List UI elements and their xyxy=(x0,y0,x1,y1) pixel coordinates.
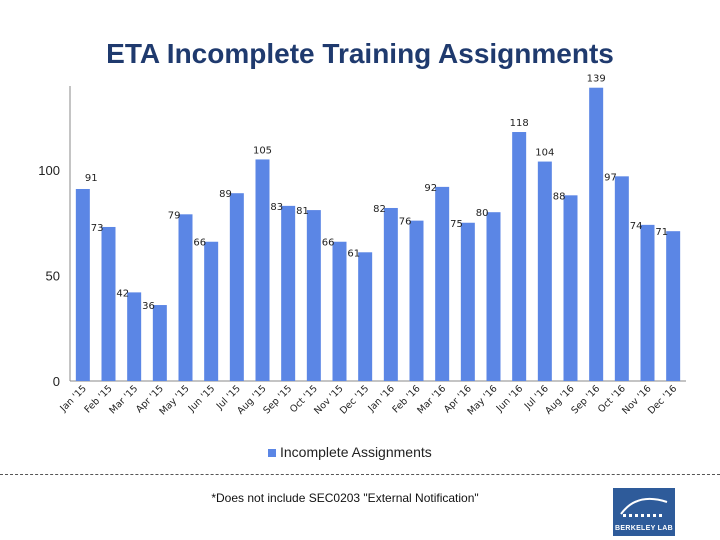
data-label: 36 xyxy=(142,301,155,312)
bar xyxy=(332,241,347,381)
bar xyxy=(383,207,398,381)
bar xyxy=(101,226,116,381)
x-tick-label: Jun '15 xyxy=(186,383,218,415)
data-label: 80 xyxy=(476,208,489,219)
bar xyxy=(435,186,450,381)
data-label: 139 xyxy=(587,74,606,85)
data-label: 66 xyxy=(322,238,335,249)
y-tick-label: 100 xyxy=(38,163,60,178)
data-label: 71 xyxy=(655,227,668,238)
bar xyxy=(486,212,501,381)
bar xyxy=(512,132,527,381)
bar xyxy=(589,87,604,382)
logo-text: BERKELEY LAB xyxy=(615,525,673,532)
data-label: 61 xyxy=(347,248,360,259)
data-label: 75 xyxy=(450,219,463,230)
data-label: 74 xyxy=(630,221,643,232)
legend: Incomplete Assignments xyxy=(268,444,432,460)
data-label: 73 xyxy=(91,223,104,234)
bar xyxy=(281,205,296,381)
x-tick-label: Dec '16 xyxy=(646,383,679,416)
data-label: 92 xyxy=(424,183,437,194)
data-label: 66 xyxy=(193,238,206,249)
bar xyxy=(460,222,475,381)
data-label: 42 xyxy=(116,288,129,299)
data-label: 81 xyxy=(296,206,309,217)
bar xyxy=(127,292,142,381)
bar xyxy=(75,188,90,381)
bar xyxy=(204,241,219,381)
x-tick-label: Dec '15 xyxy=(338,383,371,416)
bar xyxy=(666,231,681,381)
data-label: 82 xyxy=(373,204,386,215)
bar xyxy=(152,305,167,381)
data-label: 104 xyxy=(535,148,554,159)
bar xyxy=(358,252,373,381)
chart-title: ETA Incomplete Training Assignments xyxy=(106,38,614,69)
legend-label: Incomplete Assignments xyxy=(280,444,432,460)
bar xyxy=(640,224,655,381)
data-label: 89 xyxy=(219,189,232,200)
bar xyxy=(614,176,629,381)
footnote: *Does not include SEC0203 "External Noti… xyxy=(211,491,479,505)
bar xyxy=(306,210,321,381)
x-tick-label: Jun '16 xyxy=(494,383,526,415)
y-tick-label: 0 xyxy=(53,374,60,389)
x-tick-label: Sep '15 xyxy=(261,383,294,416)
data-label: 91 xyxy=(85,173,98,184)
berkeley-lab-logo: BERKELEY LAB xyxy=(613,488,675,536)
footer-divider xyxy=(0,474,720,475)
data-label: 76 xyxy=(399,217,412,228)
data-label: 79 xyxy=(168,210,181,221)
x-tick-label: Mar '15 xyxy=(107,383,140,416)
bar xyxy=(409,220,424,381)
lab-building-icon xyxy=(620,498,668,517)
bar xyxy=(178,214,193,381)
legend-swatch xyxy=(268,449,276,458)
bar xyxy=(563,195,578,381)
bar xyxy=(537,161,552,381)
x-tick-label: Sep '16 xyxy=(569,383,602,416)
bar xyxy=(255,159,270,381)
data-label: 83 xyxy=(270,202,283,213)
y-tick-label: 50 xyxy=(46,269,60,284)
data-label: 118 xyxy=(510,118,529,129)
data-label: 88 xyxy=(553,191,566,202)
data-label: 105 xyxy=(253,145,272,156)
x-tick-label: Mar '16 xyxy=(415,383,448,416)
bar xyxy=(229,193,244,381)
data-label: 97 xyxy=(604,172,617,183)
